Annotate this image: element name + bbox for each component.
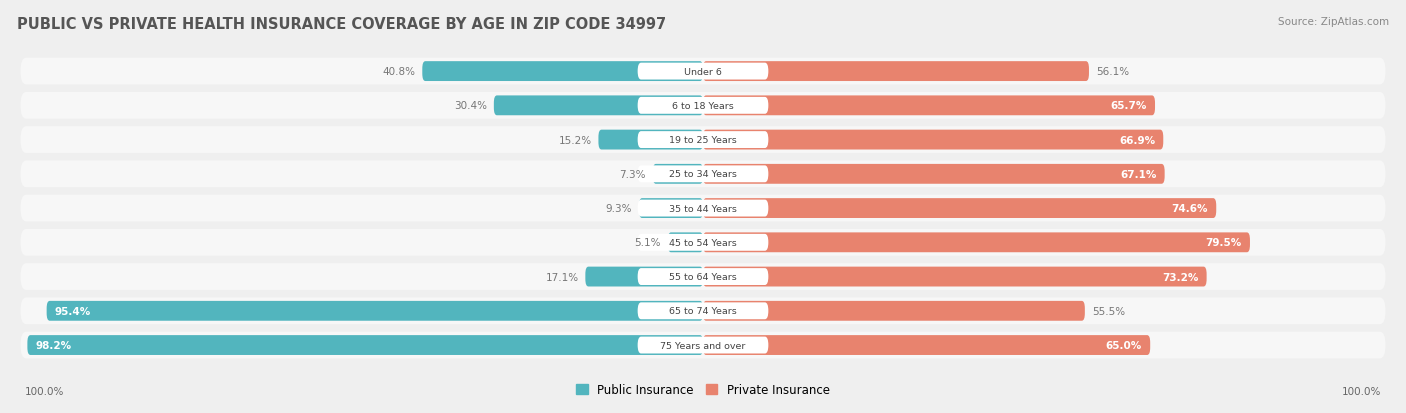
Text: 56.1%: 56.1%	[1095, 67, 1129, 77]
Text: 95.4%: 95.4%	[55, 306, 91, 316]
FancyBboxPatch shape	[652, 164, 703, 184]
FancyBboxPatch shape	[21, 161, 1385, 188]
FancyBboxPatch shape	[21, 93, 1385, 119]
FancyBboxPatch shape	[638, 166, 768, 183]
FancyBboxPatch shape	[585, 267, 703, 287]
Text: 67.1%: 67.1%	[1121, 169, 1156, 179]
Text: 65 to 74 Years: 65 to 74 Years	[669, 306, 737, 316]
Text: 74.6%: 74.6%	[1171, 204, 1208, 214]
Text: 6 to 18 Years: 6 to 18 Years	[672, 102, 734, 111]
Text: 100.0%: 100.0%	[25, 387, 65, 396]
FancyBboxPatch shape	[668, 233, 703, 253]
Text: 19 to 25 Years: 19 to 25 Years	[669, 136, 737, 145]
Text: 40.8%: 40.8%	[382, 67, 415, 77]
Text: 7.3%: 7.3%	[620, 169, 645, 179]
Text: 5.1%: 5.1%	[634, 238, 661, 248]
Text: 100.0%: 100.0%	[1341, 387, 1381, 396]
FancyBboxPatch shape	[46, 301, 703, 321]
Text: Under 6: Under 6	[685, 67, 721, 76]
Text: 30.4%: 30.4%	[454, 101, 486, 111]
FancyBboxPatch shape	[599, 131, 703, 150]
FancyBboxPatch shape	[703, 199, 1216, 218]
FancyBboxPatch shape	[21, 332, 1385, 358]
FancyBboxPatch shape	[638, 337, 768, 354]
FancyBboxPatch shape	[638, 64, 768, 81]
FancyBboxPatch shape	[638, 97, 768, 114]
FancyBboxPatch shape	[703, 164, 1164, 184]
FancyBboxPatch shape	[422, 62, 703, 82]
FancyBboxPatch shape	[21, 298, 1385, 324]
Text: 55 to 64 Years: 55 to 64 Years	[669, 273, 737, 281]
FancyBboxPatch shape	[703, 301, 1085, 321]
FancyBboxPatch shape	[21, 59, 1385, 85]
FancyBboxPatch shape	[703, 233, 1250, 253]
FancyBboxPatch shape	[638, 268, 768, 285]
Text: 9.3%: 9.3%	[606, 204, 633, 214]
FancyBboxPatch shape	[703, 335, 1150, 355]
FancyBboxPatch shape	[703, 96, 1154, 116]
FancyBboxPatch shape	[21, 127, 1385, 154]
FancyBboxPatch shape	[638, 303, 768, 320]
Text: 65.7%: 65.7%	[1111, 101, 1147, 111]
FancyBboxPatch shape	[638, 200, 768, 217]
Text: 17.1%: 17.1%	[546, 272, 578, 282]
Text: 98.2%: 98.2%	[35, 340, 72, 350]
Text: 35 to 44 Years: 35 to 44 Years	[669, 204, 737, 213]
FancyBboxPatch shape	[494, 96, 703, 116]
Text: 79.5%: 79.5%	[1205, 238, 1241, 248]
FancyBboxPatch shape	[21, 195, 1385, 222]
FancyBboxPatch shape	[703, 131, 1163, 150]
FancyBboxPatch shape	[703, 267, 1206, 287]
FancyBboxPatch shape	[21, 229, 1385, 256]
Legend: Public Insurance, Private Insurance: Public Insurance, Private Insurance	[571, 379, 835, 401]
Text: 66.9%: 66.9%	[1119, 135, 1154, 145]
FancyBboxPatch shape	[638, 199, 703, 218]
FancyBboxPatch shape	[638, 132, 768, 149]
Text: Source: ZipAtlas.com: Source: ZipAtlas.com	[1278, 17, 1389, 26]
Text: 55.5%: 55.5%	[1091, 306, 1125, 316]
Text: 65.0%: 65.0%	[1105, 340, 1142, 350]
Text: 75 Years and over: 75 Years and over	[661, 341, 745, 350]
Text: 45 to 54 Years: 45 to 54 Years	[669, 238, 737, 247]
Text: PUBLIC VS PRIVATE HEALTH INSURANCE COVERAGE BY AGE IN ZIP CODE 34997: PUBLIC VS PRIVATE HEALTH INSURANCE COVER…	[17, 17, 666, 31]
Text: 73.2%: 73.2%	[1161, 272, 1198, 282]
FancyBboxPatch shape	[27, 335, 703, 355]
FancyBboxPatch shape	[638, 234, 768, 251]
FancyBboxPatch shape	[703, 62, 1090, 82]
FancyBboxPatch shape	[21, 263, 1385, 290]
Text: 15.2%: 15.2%	[558, 135, 592, 145]
Text: 25 to 34 Years: 25 to 34 Years	[669, 170, 737, 179]
